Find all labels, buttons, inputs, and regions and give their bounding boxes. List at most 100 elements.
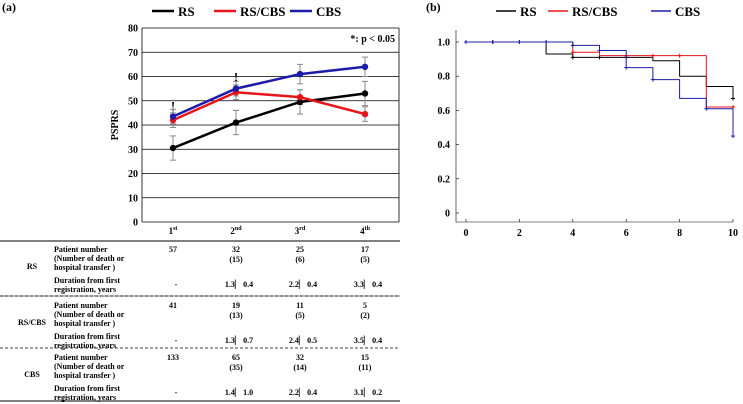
legend-label: RS/CBS [572,4,618,19]
x-tick-label: 2nd [230,226,242,236]
group-name: RS [26,262,38,271]
x-tick-label: 4th [360,226,370,236]
y-tick-label: 0.6 [438,106,451,117]
duration-value: - [174,336,178,345]
data-point [232,119,240,126]
patient-count: 5 [363,301,367,310]
duration-value: 1.3▏ 0.4 [224,280,254,289]
panel-a-label: (a) [2,0,16,14]
death-count: (6) [295,255,305,264]
legend-label: RS/CBS [240,4,286,19]
patient-number-label: (Number of death or [54,254,125,263]
x-tick-label: 10 [728,228,738,239]
y-tick-label: 1.0 [438,38,451,49]
death-count: (13) [229,311,243,320]
patient-count: 19 [232,301,240,310]
data-point [361,110,369,118]
duration-value: 2.2▏ 0.4 [288,280,318,289]
patient-number-label: hospital transfer ) [54,371,116,380]
duration-label: registration, years [54,341,117,350]
y-tick-label: 30 [128,145,138,156]
y-tick-label: 0 [133,218,138,229]
death-count: (2) [360,311,370,320]
x-tick-label: 4 [570,228,575,239]
group-name: RS/CBS [17,318,46,327]
patient-number-label: Patient number [54,353,108,362]
km-curve-cbs [466,41,734,137]
death-count: (11) [358,363,372,372]
p-value-annotation: *: p < 0.05 [350,34,395,45]
patient-count: 32 [296,353,304,362]
y-tick-label: 0.4 [438,140,451,151]
x-tick-label: 3rd [295,226,306,236]
patient-number-label: (Number of death or [54,362,125,371]
significance-mark: ! [234,69,238,84]
duration-value: 1.4▏ 1.0 [224,388,254,397]
y-tick-label: 10 [128,193,138,204]
patient-count: 11 [296,301,304,310]
death-count: (14) [293,363,307,372]
x-tick-label: 8 [677,228,682,239]
patient-number-label: Patient number [54,301,108,310]
survival-curve-chart: 0 2 4 6 8 10 0 0.2 0.4 0.6 0.8 1.0 RS RS/CBS CBS [438,4,739,239]
x-tick-label: 2 [517,228,522,239]
table-lines [0,240,400,402]
death-count: (15) [229,255,243,264]
patient-number-label: hospital transfer ) [54,319,116,328]
x-tick-label: 0 [464,228,469,239]
duration-value: 2.4▏ 0.5 [288,336,318,345]
legend-label: CBS [316,4,341,19]
group-name: CBS [24,370,40,379]
patient-count: 17 [361,245,369,254]
death-count: (5) [360,255,370,264]
y-tick-label: 60 [128,72,138,83]
duration-label: registration, years [54,285,117,294]
duration-label: Duration from first [54,384,121,393]
duration-label: registration, years [54,393,117,402]
y-tick-label: 0 [445,209,450,220]
patient-count: 32 [232,245,240,254]
duration-value: 3.3▏ 0.4 [353,280,383,289]
patient-count: 57 [169,245,177,254]
data-point [169,113,177,120]
data-point [296,98,304,106]
data-point [232,85,240,92]
duration-value: 1.3▏ 0.7 [224,336,254,345]
y-tick-label: 0.2 [438,174,451,185]
patient-count: 15 [361,353,369,362]
duration-value: 2.2▏ 0.4 [288,388,318,397]
data-point [361,63,369,70]
y-tick-label: 40 [128,121,138,132]
patient-count: 133 [167,353,179,362]
series-line-cbs [172,65,366,118]
y-tick-label: 50 [128,96,138,107]
legend-label: CBS [675,4,700,19]
data-point [169,144,177,152]
y-tick-label: 20 [128,169,138,180]
patient-count: 25 [296,245,304,254]
death-count: (35) [229,363,243,372]
duration-label: Duration from first [54,332,121,341]
x-tick-label: 1st [169,226,178,236]
data-point [361,90,369,97]
y-tick-label: 80 [128,24,138,35]
duration-label: Duration from first [54,276,121,285]
y-tick-label: 0.8 [438,72,451,83]
patient-number-label: Patient number [54,245,108,254]
duration-value: - [174,280,178,289]
patient-number-label: hospital transfer ) [54,263,116,272]
panel-b-label: (b) [426,0,441,14]
patient-count: 65 [232,353,240,362]
series-line-rs [172,92,366,150]
patient-number-label: (Number of death or [54,310,125,319]
significance-mark: ! [171,98,175,113]
data-point [296,70,304,78]
duration-value: 3.1▏ 0.2 [353,388,383,397]
patient-count: 41 [169,301,177,310]
duration-value: - [174,388,178,397]
psprs-line-chart: 0 10 20 30 40 50 60 70 80 PSPRS 1st 2nd 3rd 4th RS RS/C… [110,4,400,236]
death-count: (5) [295,311,305,320]
x-tick-label: 6 [624,228,629,239]
y-tick-label: 70 [128,48,138,59]
duration-value: 3.5▏ 0.4 [353,336,383,345]
